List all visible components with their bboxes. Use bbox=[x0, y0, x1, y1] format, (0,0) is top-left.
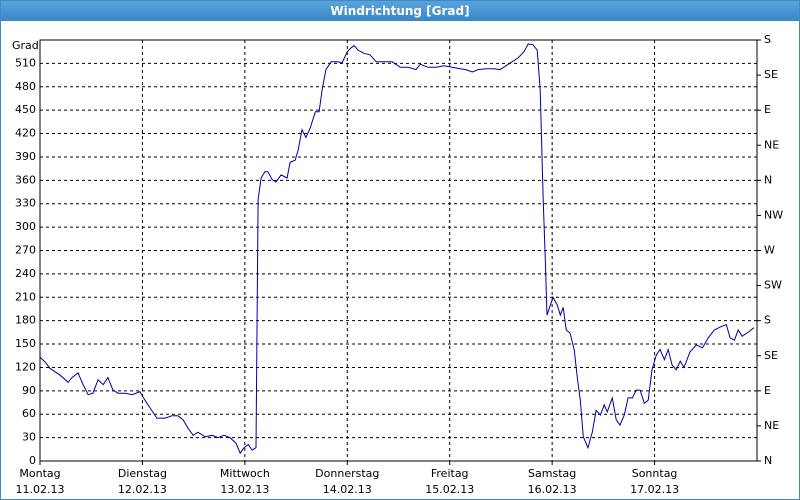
x-tick-label: Donnerstag bbox=[315, 467, 379, 480]
y2-tick-label: SW bbox=[764, 279, 782, 292]
y-tick-label: 270 bbox=[15, 244, 36, 257]
x-tick-sublabel: 12.02.13 bbox=[118, 483, 167, 496]
x-tick-sublabel: 17.02.13 bbox=[630, 483, 679, 496]
x-tick-sublabel: 11.02.13 bbox=[16, 483, 65, 496]
y2-tick-label: NE bbox=[764, 138, 779, 151]
x-tick-label: Sonntag bbox=[632, 467, 678, 480]
y-tick-label: 120 bbox=[15, 360, 36, 373]
y-tick-label: 300 bbox=[15, 220, 36, 233]
y-tick-label: 150 bbox=[15, 337, 36, 350]
y-tick-label: 30 bbox=[22, 431, 36, 444]
y-tick-label: 450 bbox=[15, 103, 36, 116]
y2-tick-label: S bbox=[764, 314, 771, 327]
y-tick-label: 360 bbox=[15, 173, 36, 186]
y2-tick-label: E bbox=[764, 384, 771, 397]
y-tick-label: 480 bbox=[15, 80, 36, 93]
y-tick-label: 210 bbox=[15, 290, 36, 303]
x-tick-label: Samstag bbox=[528, 467, 576, 480]
y-tick-label: 0 bbox=[29, 454, 36, 467]
plot-frame bbox=[39, 39, 758, 462]
y2-tick-label: N bbox=[764, 173, 772, 186]
x-tick-sublabel: 13.02.13 bbox=[220, 483, 269, 496]
x-tick-label: Mittwoch bbox=[220, 467, 270, 480]
y2-tick-label: S bbox=[764, 33, 771, 46]
y-tick-label: 180 bbox=[15, 314, 36, 327]
y2-tick-label: SE bbox=[764, 68, 778, 81]
title-bar: Windrichtung [Grad] bbox=[1, 1, 799, 21]
x-tick-label: Dienstag bbox=[118, 467, 167, 480]
y-axis-label: Grad bbox=[12, 39, 39, 52]
y2-tick-label: E bbox=[764, 103, 771, 116]
y2-tick-label: SE bbox=[764, 349, 778, 362]
x-tick-sublabel: 15.02.13 bbox=[425, 483, 474, 496]
x-tick-sublabel: 14.02.13 bbox=[323, 483, 372, 496]
x-tick-label: Montag bbox=[19, 467, 60, 480]
y-tick-label: 420 bbox=[15, 127, 36, 140]
y2-tick-label: NW bbox=[764, 208, 783, 221]
y-tick-label: 390 bbox=[15, 150, 36, 163]
y-tick-label: 90 bbox=[22, 384, 36, 397]
x-tick-sublabel: 16.02.13 bbox=[528, 483, 577, 496]
y-tick-label: 510 bbox=[15, 56, 36, 69]
y-tick-label: 60 bbox=[22, 407, 36, 420]
y2-tick-label: NE bbox=[764, 419, 779, 432]
data-line bbox=[39, 43, 755, 455]
x-tick-label: Freitag bbox=[431, 467, 469, 480]
y-tick-label: 240 bbox=[15, 267, 36, 280]
y2-tick-label: W bbox=[764, 244, 775, 257]
y2-tick-label: N bbox=[764, 454, 772, 467]
y-tick-label: 330 bbox=[15, 197, 36, 210]
